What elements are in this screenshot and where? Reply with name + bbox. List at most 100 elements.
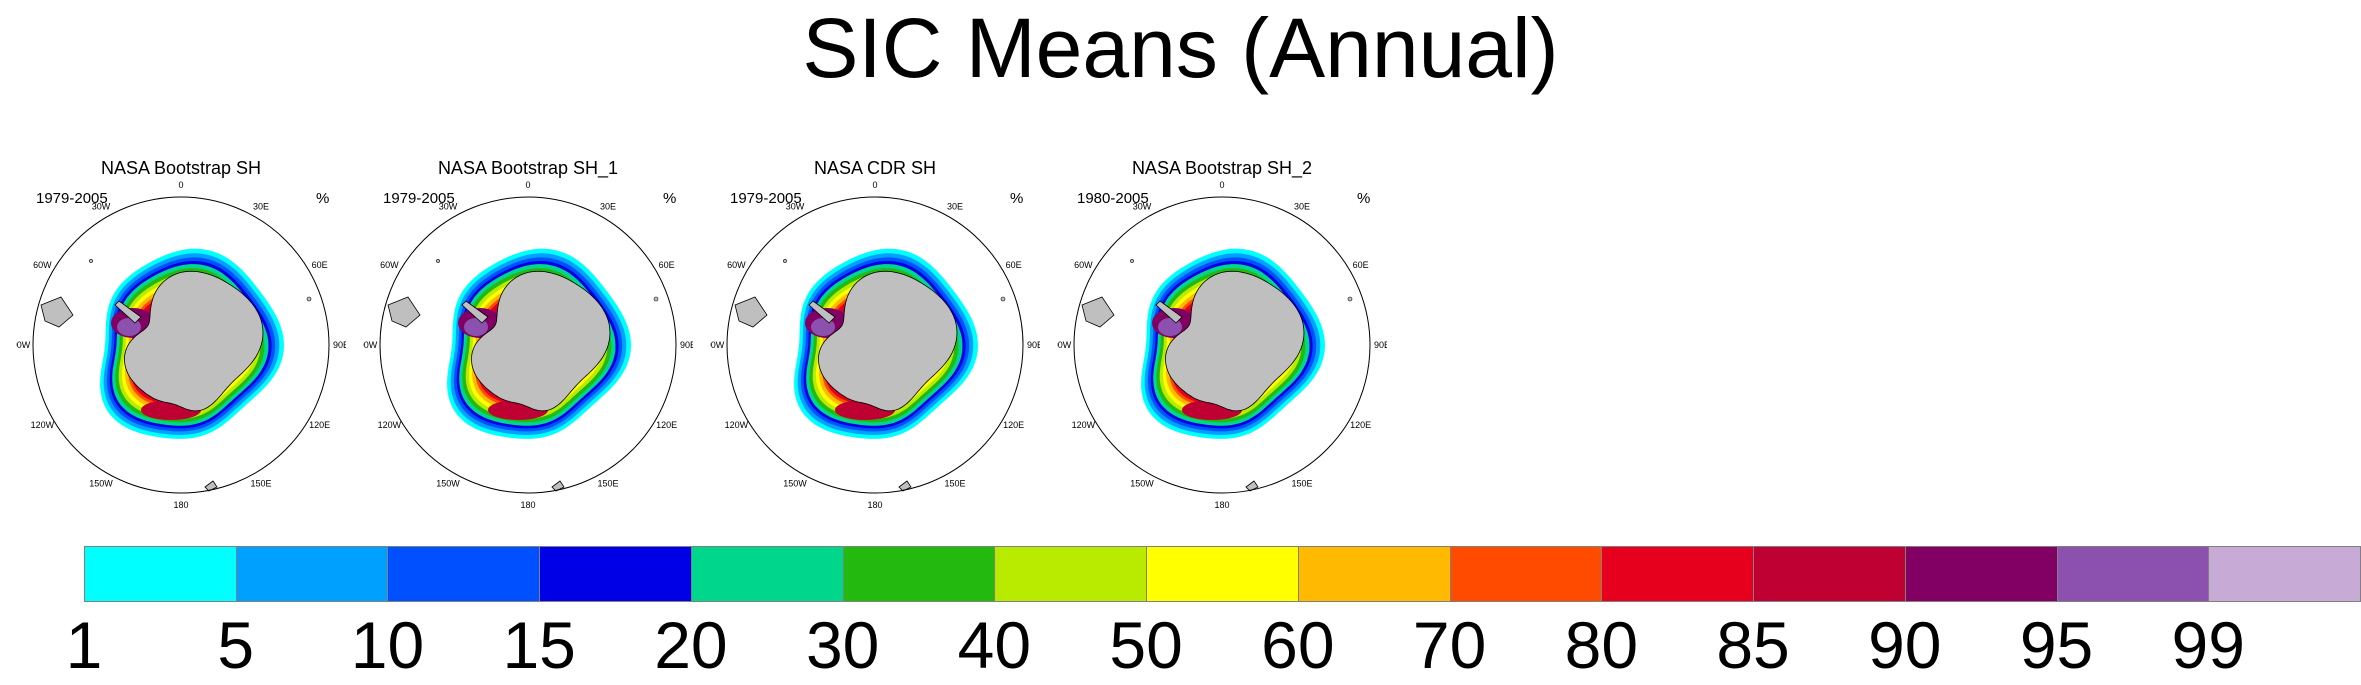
colorbar-box — [1904, 546, 2058, 602]
colorbar-box — [1601, 546, 1755, 602]
longitude-label: 90E — [1027, 340, 1040, 350]
antarctica-landmass — [1165, 270, 1305, 412]
longitude-label: 60W — [33, 260, 52, 270]
colorbar-box — [539, 546, 692, 602]
longitude-label: 120E — [656, 420, 677, 430]
longitude-label: 30W — [92, 201, 111, 211]
longitude-label: 0 — [1219, 180, 1224, 190]
new-zealand — [1245, 480, 1259, 492]
longitude-label: 60W — [727, 260, 746, 270]
new-zealand — [551, 480, 565, 492]
antarctica-landmass — [818, 270, 958, 412]
island — [1347, 296, 1353, 302]
antarctic-peninsula — [114, 300, 142, 324]
longitude-label: 90W — [710, 340, 725, 350]
island — [89, 259, 93, 263]
longitude-label: 150W — [89, 479, 113, 489]
colorbar-box — [84, 546, 237, 602]
colorbar — [84, 546, 2361, 602]
longitude-label: 60W — [1074, 260, 1093, 270]
antarctica-landmass — [124, 270, 264, 412]
colorbar-box — [994, 546, 1148, 602]
colorbar-box — [1753, 546, 1906, 602]
colorbar-box — [1146, 546, 1299, 602]
longitude-label: 120E — [1350, 420, 1371, 430]
longitude-label: 0 — [525, 180, 530, 190]
colorbar-label: 99 — [2171, 608, 2245, 682]
longitude-label: 30E — [253, 201, 269, 211]
map-panel: 0 30E 60E 90E 120E 150E 180 150W 120W 90W 60W 30W NA… — [1057, 150, 1387, 510]
longitude-label: 150E — [1291, 479, 1312, 489]
colorbar-label: 1 — [65, 608, 103, 682]
south-america — [1081, 296, 1115, 328]
map-panel: 0 30E 60E 90E 120E 150E 180 150W 120W 90W 60W 30W NA… — [363, 150, 693, 510]
polar-map: 0 30E 60E 90E 120E 150E 180 150W 120W 90W 60W 30W — [363, 180, 693, 510]
longitude-label: 60W — [380, 260, 399, 270]
colorbar-label: 60 — [1261, 608, 1335, 682]
island — [306, 296, 312, 302]
antarctic-peninsula — [461, 300, 489, 324]
colorbar-label: 95 — [2019, 608, 2094, 682]
map-boundary — [32, 196, 330, 494]
map-boundary — [726, 196, 1024, 494]
longitude-label: 120W — [31, 420, 55, 430]
island — [436, 259, 440, 263]
longitude-label: 180 — [1214, 500, 1229, 510]
longitude-label: 30W — [1133, 201, 1152, 211]
colorbar-box — [235, 546, 389, 602]
longitude-label: 60E — [1353, 260, 1369, 270]
antarctic-peninsula — [808, 300, 836, 324]
panel-title: NASA Bootstrap SH_1 — [437, 158, 619, 178]
colorbar-label: 80 — [1564, 608, 1639, 682]
longitude-label: 150E — [597, 479, 618, 489]
longitude-label: 90W — [363, 340, 378, 350]
polar-map: 0 30E 60E 90E 120E 150E 180 150W 120W 90W 60W 30W — [16, 180, 346, 510]
island — [653, 296, 659, 302]
colorbar-label: 15 — [502, 608, 576, 682]
new-zealand — [204, 480, 218, 492]
longitude-label: 150W — [1130, 479, 1154, 489]
colorbar-box — [690, 546, 844, 602]
colorbar-label: 90 — [1868, 608, 1942, 682]
panel-title: NASA Bootstrap SH — [100, 158, 262, 178]
panel-period: 1979-2005 — [730, 190, 802, 207]
panel-period: 1980-2005 — [1077, 190, 1149, 207]
longitude-label: 120E — [1003, 420, 1024, 430]
longitude-label: 90E — [1374, 340, 1387, 350]
panel-period: 1979-2005 — [36, 190, 108, 207]
colorbar-box — [842, 546, 996, 602]
polar-map: 0 30E 60E 90E 120E 150E 180 150W 120W 90W 60W 30W — [710, 180, 1040, 510]
longitude-label: 150E — [250, 479, 271, 489]
longitude-label: 60E — [312, 260, 328, 270]
map-boundary — [379, 196, 677, 494]
longitude-label: 150E — [944, 479, 965, 489]
south-america — [387, 296, 421, 328]
antarctica-landmass — [471, 270, 611, 412]
colorbar-label: 85 — [1716, 608, 1790, 682]
south-america — [40, 296, 74, 328]
longitude-label: 180 — [867, 500, 882, 510]
longitude-label: 30W — [439, 201, 458, 211]
longitude-label: 120W — [725, 420, 749, 430]
longitude-label: 90W — [16, 340, 31, 350]
figure-title: SIC Means (Annual) — [802, 1, 1559, 95]
longitude-label: 30W — [786, 201, 805, 211]
colorbar-box — [387, 546, 541, 602]
colorbar-box — [2056, 546, 2210, 602]
panel-units: % — [1010, 190, 1024, 207]
longitude-label: 90E — [680, 340, 693, 350]
map-boundary — [1073, 196, 1371, 494]
island — [1130, 259, 1134, 263]
colorbar-box — [1297, 546, 1451, 602]
panel-units: % — [1357, 190, 1371, 207]
longitude-label: 150W — [436, 479, 460, 489]
longitude-label: 180 — [173, 500, 188, 510]
south-america — [734, 296, 768, 328]
longitude-label: 60E — [659, 260, 675, 270]
longitude-label: 90W — [1057, 340, 1072, 350]
longitude-label: 120E — [309, 420, 330, 430]
longitude-label: 60E — [1006, 260, 1022, 270]
map-panel: 0 30E 60E 90E 120E 150E 180 150W 120W 90W 60W 30W NA… — [16, 150, 346, 510]
longitude-label: 120W — [1072, 420, 1096, 430]
longitude-label: 0 — [178, 180, 183, 190]
